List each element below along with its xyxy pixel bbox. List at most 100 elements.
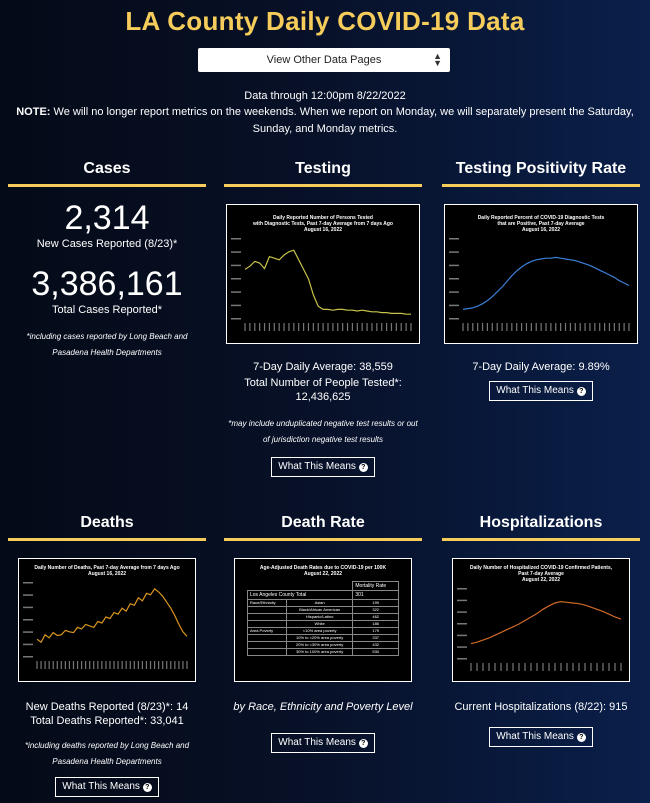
x-tick-label: [72, 661, 75, 669]
series-line: [36, 588, 188, 644]
mortality-table: Mortality Rate Los Angeles County Total 3…: [246, 581, 399, 656]
total-deaths: Total Deaths Reported*: 33,041: [30, 715, 184, 727]
x-tick-label: [572, 663, 574, 671]
x-tick-label: [545, 323, 547, 331]
x-tick-label: [536, 663, 538, 671]
x-tick-label: [462, 323, 464, 331]
testing-what-this-means-button[interactable]: What This Means ?: [271, 457, 375, 477]
x-tick-label: [491, 323, 493, 331]
x-tick-label: [554, 663, 556, 671]
y-tick-label: [449, 251, 459, 253]
hosp-chart-svg: [457, 588, 622, 671]
x-tick-label: [153, 661, 156, 669]
deathrate-caption: by Race, Ethnicity and Poverty Level: [233, 701, 413, 713]
x-tick-label: [346, 323, 349, 331]
deathrate-table-panel: Age-Adjusted Death Rates due to COVID-19…: [234, 558, 412, 682]
x-tick-label: [76, 661, 79, 669]
current-hospitalizations: Current Hospitalizations (8/22): 915: [454, 701, 628, 713]
weekend-note: NOTE: We will no longer report metrics o…: [10, 104, 640, 138]
x-tick-label: [85, 661, 87, 669]
x-tick-label: [80, 661, 83, 669]
x-tick-label: [170, 661, 172, 669]
positivity-chart-svg: [449, 238, 630, 331]
table-cell-label: 20% to <30% area poverty: [285, 641, 354, 649]
x-tick-label: [385, 323, 388, 331]
table-cell-group: [247, 620, 287, 628]
x-tick-label: [524, 663, 526, 671]
table-cell-value: 322: [352, 606, 399, 614]
x-tick-label: [268, 323, 271, 331]
x-tick-label: [614, 663, 616, 671]
x-tick-label: [564, 323, 567, 331]
x-tick-label: [332, 323, 334, 331]
hosp-heading: Hospitalizations: [479, 514, 603, 531]
y-tick-label: [457, 658, 467, 660]
data-through-text: Data through 12:00pm 8/22/2022: [244, 90, 406, 102]
y-tick-label: [449, 318, 459, 320]
y-tick-label: [449, 278, 459, 280]
note-text: We will no longer report metrics on the …: [50, 106, 634, 135]
x-tick-label: [516, 323, 518, 331]
x-tick-label: [337, 323, 339, 331]
y-tick-label: [23, 594, 33, 596]
question-icon: ?: [576, 387, 586, 396]
x-tick-label: [186, 661, 188, 669]
data-pages-select[interactable]: View Other Data Pages ▲ ▼: [198, 48, 450, 72]
x-tick-label: [477, 323, 479, 331]
x-tick-label: [566, 663, 568, 671]
hosp-what-this-means-button[interactable]: What This Means ?: [489, 727, 593, 747]
x-tick-label: [486, 323, 489, 331]
cases-footnote: *including cases reported by Long Beach …: [26, 332, 188, 357]
data-pages-select-value: View Other Data Pages: [266, 54, 382, 66]
positivity-what-this-means-button[interactable]: What This Means ?: [489, 381, 593, 401]
testing-section: Testing: [224, 158, 422, 187]
x-tick-label: [60, 661, 62, 669]
positivity-avg: 7-Day Daily Average: 9.89%: [472, 361, 610, 373]
x-tick-label: [599, 323, 601, 331]
x-tick-label: [48, 661, 50, 669]
table-cell-label: 30% to 100% area poverty: [285, 648, 354, 656]
testing-underline: [224, 184, 422, 187]
x-tick-label: [121, 661, 123, 669]
table-cell-value: 199: [352, 599, 399, 607]
x-tick-label: [560, 663, 562, 671]
table-cell-group: [247, 613, 287, 621]
table-row: Race/Ethnicity Asian 199: [247, 599, 399, 607]
positivity-chart-title: Daily Reported Percent of COVID-19 Diagn…: [477, 215, 605, 233]
x-tick-label: [93, 661, 95, 669]
x-tick-label: [506, 663, 508, 671]
x-tick-label: [511, 323, 513, 331]
x-tick-label: [620, 663, 622, 671]
x-tick-label: [618, 323, 620, 331]
question-icon: ?: [358, 739, 368, 748]
testing-chart-svg: [231, 238, 412, 331]
table-row: Hispanic/Latino 462: [247, 613, 399, 621]
x-tick-label: [322, 323, 324, 331]
x-tick-label: [125, 661, 127, 669]
x-tick-label: [109, 661, 111, 669]
x-tick-label: [312, 323, 314, 331]
deathrate-what-this-means-button[interactable]: What This Means ?: [271, 733, 375, 753]
y-tick-label: [449, 238, 459, 240]
mortality-col-header: Mortality Rate: [352, 581, 399, 591]
deaths-heading: Deaths: [80, 514, 134, 531]
x-tick-label: [628, 323, 630, 331]
table-cell-value: 530: [352, 648, 399, 656]
table-cell-group: Area Poverty: [247, 627, 287, 635]
x-tick-label: [613, 323, 615, 331]
x-tick-label: [137, 661, 139, 669]
testing-chart-title: Daily Reported Number of Persons Tested w…: [253, 215, 393, 233]
hosp-section: Hospitalizations: [442, 512, 640, 541]
x-tick-label: [594, 323, 596, 331]
table-row: Area Poverty <10% area poverty 179: [247, 627, 399, 635]
x-tick-label: [602, 663, 604, 671]
x-tick-label: [574, 323, 576, 331]
x-tick-label: [44, 661, 46, 669]
y-tick-label: [457, 588, 467, 590]
x-tick-label: [162, 661, 164, 669]
x-tick-label: [518, 663, 520, 671]
series-line: [470, 600, 622, 645]
deaths-what-this-means-button[interactable]: What This Means ?: [55, 777, 159, 797]
x-tick-label: [525, 323, 528, 331]
x-tick-label: [366, 323, 368, 331]
